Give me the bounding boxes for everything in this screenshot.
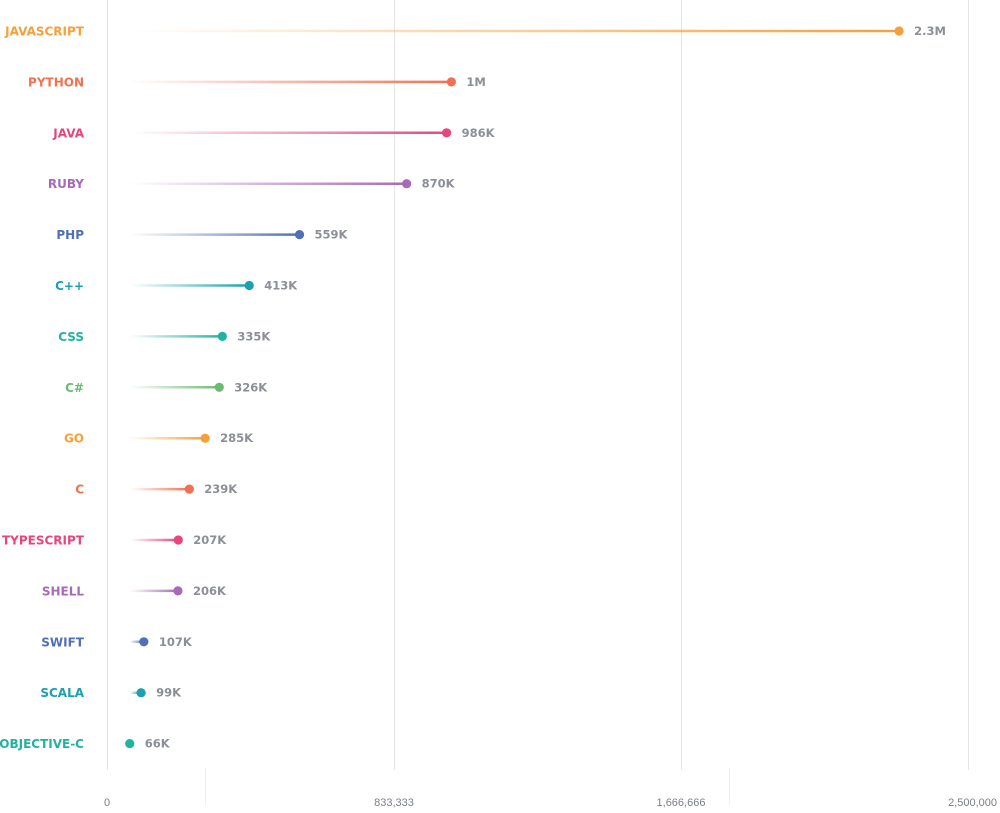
dot-go bbox=[200, 433, 210, 443]
dot-python bbox=[446, 77, 456, 87]
value-label: 285K bbox=[220, 431, 254, 445]
lollipop-dots bbox=[125, 26, 904, 749]
category-label: OBJECTIVE-C bbox=[0, 737, 84, 751]
value-label: 870K bbox=[422, 177, 456, 191]
value-label: 99K bbox=[156, 686, 182, 700]
value-label: 107K bbox=[159, 635, 193, 649]
category-label: JAVASCRIPT bbox=[4, 25, 85, 39]
category-label: PHP bbox=[56, 228, 84, 242]
value-label: 239K bbox=[204, 482, 238, 496]
dot-swift bbox=[139, 637, 149, 647]
dot-ruby bbox=[402, 179, 412, 189]
dot-c bbox=[184, 484, 194, 494]
category-label: GO bbox=[64, 432, 84, 446]
x-tick-label: 0 bbox=[104, 797, 110, 809]
x-tick-label: 833,333 bbox=[374, 797, 414, 809]
category-label: SHELL bbox=[42, 584, 85, 598]
category-label: PYTHON bbox=[28, 75, 84, 89]
value-labels: 2.3M 1M 986K 870K 559K 413K 335K 326K 285K 239K 20… bbox=[145, 24, 946, 751]
category-label: SWIFT bbox=[41, 635, 85, 649]
x-axis-tick-labels: 0 833,333 1,666,666 2,500,000 bbox=[104, 797, 997, 809]
dot-shell bbox=[173, 586, 183, 596]
x-tick-label: 2,500,000 bbox=[948, 797, 997, 809]
value-label: 1M bbox=[466, 75, 485, 89]
category-label: C# bbox=[65, 381, 84, 395]
value-label: 413K bbox=[264, 279, 298, 293]
value-label: 335K bbox=[237, 329, 271, 343]
grid-lines bbox=[107, 0, 969, 805]
dot-css bbox=[217, 331, 227, 341]
value-label: 326K bbox=[234, 380, 268, 394]
value-label: 2.3M bbox=[914, 24, 946, 38]
value-label: 207K bbox=[193, 533, 227, 547]
category-label: JAVA bbox=[52, 126, 84, 140]
category-label: CSS bbox=[58, 330, 84, 344]
value-label: 559K bbox=[315, 228, 349, 242]
category-label: C bbox=[75, 483, 84, 497]
dot-java bbox=[441, 128, 452, 138]
value-label: 986K bbox=[462, 126, 496, 140]
value-label: 206K bbox=[193, 584, 227, 598]
x-tick-label: 1,666,666 bbox=[657, 797, 706, 809]
dot-php bbox=[294, 230, 305, 240]
dot-c++ bbox=[244, 280, 254, 291]
value-label: 66K bbox=[145, 737, 171, 751]
category-label: C++ bbox=[55, 279, 84, 293]
category-label: SCALA bbox=[40, 686, 84, 700]
dot-objective-c bbox=[125, 739, 135, 749]
category-label: RUBY bbox=[48, 177, 84, 191]
category-label: TYPESCRIPT bbox=[2, 534, 85, 548]
dot-scala bbox=[136, 688, 146, 698]
dot-javascript bbox=[894, 26, 904, 36]
category-labels: JAVASCRIPT PYTHON JAVA RUBY PHP C++ CSS C# GO C TY… bbox=[0, 25, 85, 752]
lollipop-stems bbox=[128, 29, 901, 745]
dot-typescript bbox=[173, 535, 183, 545]
dot-c# bbox=[214, 382, 224, 392]
